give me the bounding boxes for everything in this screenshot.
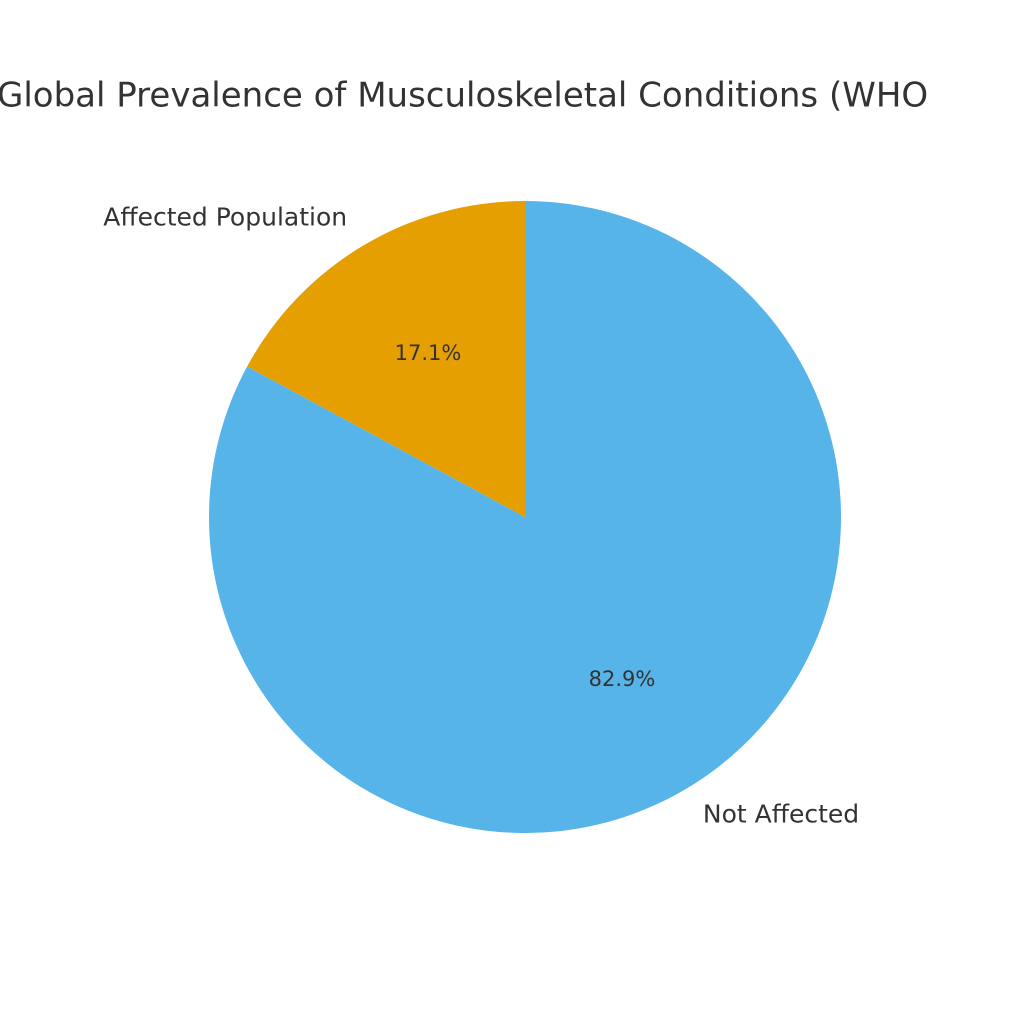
percent-label: 82.9% xyxy=(589,667,656,691)
percent-label: 17.1% xyxy=(395,341,462,365)
chart-title: Global Prevalence of Musculoskeletal Con… xyxy=(0,76,928,116)
pie-slice xyxy=(209,201,842,833)
pie-slice xyxy=(247,201,525,517)
slice-label: Not Affected xyxy=(703,800,859,829)
slice-label: Affected Population xyxy=(103,202,347,231)
